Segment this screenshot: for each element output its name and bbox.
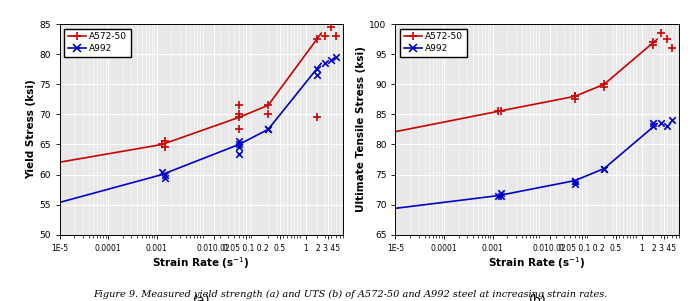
Text: Figure 9. Measured yield strength (a) and UTS (b) of A572-50 and A992 steel at i: Figure 9. Measured yield strength (a) an… (93, 290, 607, 299)
X-axis label: Strain Rate (s$^{-1}$): Strain Rate (s$^{-1}$) (153, 256, 250, 272)
Point (569, 97, 580, 102)
Point (375, 214, 386, 219)
Point (647, 121, 658, 126)
Point (662, 37, 673, 42)
Point (320, 34, 331, 39)
Point (496, 190, 507, 195)
Point (320, 61, 331, 66)
Point (160, 145, 171, 150)
Point (598, 82, 610, 87)
Point (156, 169, 167, 174)
Point (370, 205, 382, 210)
Point (34, 211, 46, 216)
Point (370, 208, 382, 213)
Point (233, 142, 244, 147)
Point (370, 133, 382, 138)
Point (666, 46, 678, 51)
Point (656, 31, 667, 36)
Point (233, 115, 244, 120)
Point (233, 151, 244, 156)
Point (34, 208, 46, 213)
Point (666, 118, 678, 123)
Point (656, 121, 667, 126)
Legend: A572-50, A992: A572-50, A992 (400, 29, 467, 57)
Point (569, 181, 580, 186)
Point (492, 193, 503, 198)
Point (311, 115, 322, 120)
Point (262, 127, 274, 132)
Point (34, 163, 46, 168)
Point (647, 124, 658, 129)
Point (647, 43, 658, 48)
Point (233, 112, 244, 117)
Point (370, 130, 382, 135)
Point (326, 58, 337, 63)
Y-axis label: Ultimate Tensile Stress (ksi): Ultimate Tensile Stress (ksi) (356, 46, 366, 213)
Point (39, 166, 50, 171)
Point (647, 40, 658, 45)
Point (262, 103, 274, 108)
Point (29, 184, 40, 189)
Point (598, 85, 610, 90)
Point (160, 139, 171, 144)
Point (326, 25, 337, 29)
X-axis label: Strain Rate (s$^{-1}$): Strain Rate (s$^{-1}$) (489, 256, 586, 272)
Point (311, 37, 322, 42)
Point (492, 109, 503, 114)
Point (365, 205, 376, 210)
Point (375, 139, 386, 144)
Point (598, 166, 610, 171)
Point (39, 220, 50, 225)
Point (34, 160, 46, 165)
Point (29, 163, 40, 168)
Point (39, 160, 50, 165)
Point (569, 94, 580, 99)
Text: (a): (a) (193, 294, 210, 301)
Point (39, 217, 50, 222)
Point (233, 103, 244, 108)
Point (375, 214, 386, 219)
Point (375, 136, 386, 141)
Point (262, 127, 274, 132)
Point (598, 166, 610, 171)
Point (569, 178, 580, 183)
Point (311, 73, 322, 78)
Point (370, 211, 382, 216)
Point (330, 34, 342, 39)
Point (330, 55, 342, 60)
Point (160, 172, 171, 177)
Point (365, 112, 376, 117)
Point (311, 67, 322, 72)
Legend: A572-50, A992: A572-50, A992 (64, 29, 131, 57)
Point (160, 175, 171, 180)
Point (156, 142, 167, 147)
Point (662, 124, 673, 129)
Point (375, 211, 386, 216)
Point (496, 109, 507, 114)
Point (39, 214, 50, 219)
Point (569, 94, 580, 99)
Y-axis label: Yield Stress (ksi): Yield Stress (ksi) (26, 79, 36, 179)
Point (233, 127, 244, 132)
Point (233, 145, 244, 150)
Point (233, 139, 244, 144)
Point (34, 205, 46, 210)
Text: (b): (b) (528, 294, 546, 301)
Point (496, 193, 507, 198)
Point (569, 178, 580, 183)
Point (262, 112, 274, 117)
